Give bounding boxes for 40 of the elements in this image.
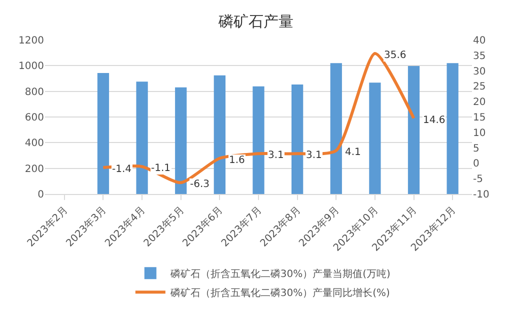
bar (136, 82, 148, 194)
y2-tick-label: 35 (473, 50, 486, 62)
data-label: 3.1 (306, 150, 322, 161)
y-tick-label: 200 (24, 164, 44, 175)
data-label: 35.6 (384, 50, 406, 61)
y2-tick-label: 40 (473, 36, 486, 46)
y2-tick-label: 30 (473, 66, 486, 78)
data-label: -1.1 (151, 163, 171, 174)
bar (97, 72, 110, 194)
y2-tick-label: 25 (473, 82, 486, 93)
y-tick-label: 0 (38, 190, 44, 200)
data-label: 3.1 (268, 150, 284, 161)
y2-tick-label: 15 (473, 112, 486, 124)
y2-tick-label: 10 (473, 128, 486, 139)
y-tick-label: 1200 (18, 36, 44, 46)
y2-tick-label: 20 (473, 97, 486, 108)
y-tick-label: 600 (24, 112, 44, 124)
data-label: -1.4 (112, 164, 132, 175)
data-label: 14.6 (423, 115, 446, 126)
bar (408, 66, 420, 194)
y2-tick-label: -5 (473, 174, 483, 186)
data-label: 1.6 (229, 155, 245, 166)
data-label: 4.1 (345, 147, 361, 158)
y2-tick-label: 0 (473, 158, 480, 170)
bar (214, 75, 226, 194)
legend-label: 磷矿石（折含五氧化二磷30%）产量当期值(万吨) (169, 268, 391, 280)
y-tick-label: 400 (24, 138, 44, 150)
bar (369, 82, 381, 194)
legend-label: 磷矿石（折含五氧化二磷30%）产量同比增长(%) (169, 287, 390, 300)
y-tick-label: 800 (24, 86, 44, 98)
bar (252, 86, 264, 194)
chart-title: 磷矿石产量 (218, 12, 294, 30)
y2-tick-label: 5 (473, 143, 480, 154)
data-label: -6.3 (190, 179, 210, 190)
bar (446, 63, 458, 194)
y-tick-label: 1000 (18, 61, 44, 72)
bar (330, 63, 342, 194)
bar (175, 87, 187, 194)
bar (292, 84, 304, 194)
y2-tick-label: -10 (473, 190, 490, 200)
